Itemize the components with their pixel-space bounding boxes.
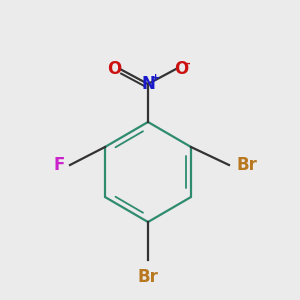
Text: O: O bbox=[174, 60, 188, 78]
Text: O: O bbox=[107, 60, 121, 78]
Text: +: + bbox=[150, 73, 160, 83]
Text: Br: Br bbox=[138, 268, 158, 286]
Text: F: F bbox=[54, 156, 65, 174]
Text: Br: Br bbox=[237, 156, 258, 174]
Text: N: N bbox=[141, 75, 155, 93]
Text: -: - bbox=[186, 59, 190, 69]
